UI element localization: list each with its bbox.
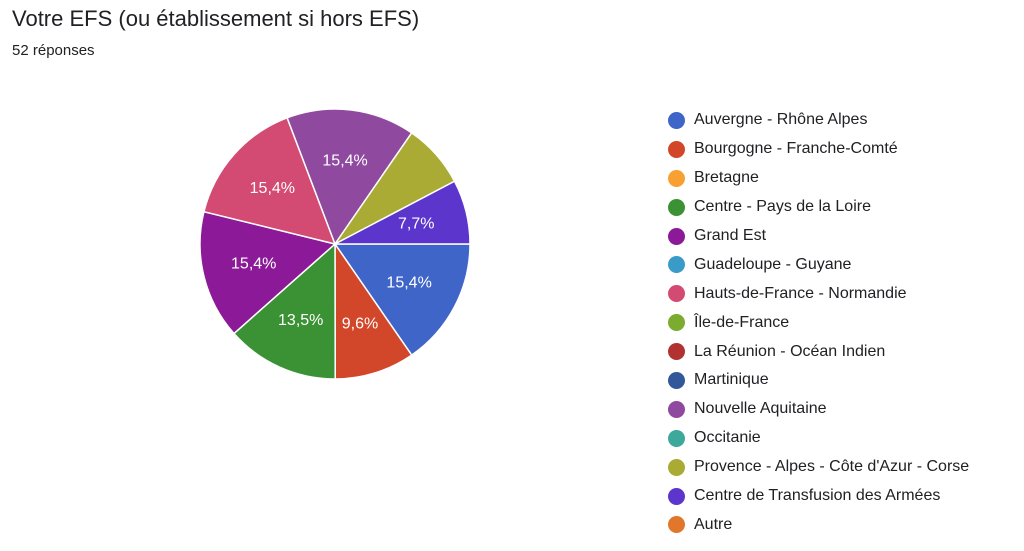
legend-label: Grand Est [694, 227, 767, 244]
pie-label-auvergne-rhone-alpes: 15,4% [386, 274, 431, 291]
legend-swatch [668, 169, 685, 187]
legend-label: Centre - Pays de la Loire [694, 198, 871, 216]
legend-label: Occitanie [694, 429, 761, 447]
legend-label: Guadeloupe - Guyane [694, 255, 852, 273]
pie-slice-nouvelle-aquitaine[interactable] [286, 108, 413, 246]
legend-swatch [668, 458, 685, 476]
legend-item-guadeloupe-guyane[interactable]: Guadeloupe - Guyane [668, 250, 1018, 279]
legend-label: Provence - Alpes - Côte d'Azur - Corse [694, 458, 970, 476]
legend-swatch [668, 429, 685, 447]
pie-slice-centre-pays-de-la-loire[interactable] [232, 242, 336, 380]
pie-label-bourgogne-franche-comte: 9,6% [342, 315, 378, 332]
legend-item-martinique[interactable]: Martinique [668, 366, 1018, 395]
legend-item-nouvelle-aquitaine[interactable]: Nouvelle Aquitaine [668, 395, 1018, 424]
legend-label: Hauts-de-France - Normandie [694, 284, 907, 302]
pie-slice-grand-est[interactable] [199, 210, 337, 335]
legend-label: Autre [694, 515, 733, 533]
legend-item-provence-alpes-cote-d-azur-corse[interactable]: Provence - Alpes - Côte d'Azur - Corse [668, 453, 1018, 482]
legend-swatch [668, 256, 685, 274]
legend-swatch [668, 371, 685, 389]
pie-label-centre-de-transfusion-des-armees: 7,7% [398, 215, 434, 232]
legend-label: Bourgogne - Franche-Comté [694, 140, 898, 158]
legend-swatch [668, 516, 685, 534]
legend-label: Bretagne [694, 169, 759, 187]
legend-label: Auvergne - Rhône Alpes [694, 111, 868, 129]
legend-label: Nouvelle Aquitaine [694, 400, 827, 418]
legend-swatch [668, 314, 685, 332]
legend-item-autre[interactable]: Autre [668, 510, 1018, 539]
legend-item-ile-de-france[interactable]: Île-de-France [668, 308, 1018, 337]
response-count: 52 réponses [12, 42, 95, 59]
pie-label-nouvelle-aquitaine: 15,4% [322, 152, 367, 169]
legend-swatch [668, 400, 685, 418]
legend-item-grand-est[interactable]: Grand Est [668, 222, 1018, 251]
legend-item-centre-pays-de-la-loire[interactable]: Centre - Pays de la Loire [668, 193, 1018, 222]
pie-slice-bourgogne-franche-comte[interactable] [334, 241, 413, 380]
legend-item-auvergne-rhone-alpes[interactable]: Auvergne - Rhône Alpes [668, 106, 1018, 135]
legend-label: La Réunion - Océan Indien [694, 342, 886, 360]
pie-label-grand-est: 15,4% [231, 256, 276, 273]
legend-swatch [668, 111, 685, 129]
chart-legend: Auvergne - Rhône Alpes Bourgogne - Franch… [668, 106, 1018, 539]
legend-label: Île-de-France [694, 313, 790, 331]
legend-swatch [668, 198, 685, 216]
legend-label: Centre de Transfusion des Armées [694, 487, 941, 505]
pie-label-centre-pays-de-la-loire: 13,5% [278, 312, 323, 329]
pie-slice-centre-de-transfusion-des-armees[interactable] [334, 180, 471, 245]
pie-label-hauts-de-france-normandie: 15,4% [250, 180, 295, 197]
legend-item-bretagne[interactable]: Bretagne [668, 164, 1018, 193]
legend-item-centre-de-transfusion-des-armees[interactable]: Centre de Transfusion des Armées [668, 482, 1018, 511]
legend-item-occitanie[interactable]: Occitanie [668, 424, 1018, 453]
legend-item-bourgogne-franche-comte[interactable]: Bourgogne - Franche-Comté [668, 135, 1018, 164]
pie-slice-auvergne-rhone-alpes[interactable] [333, 243, 471, 357]
pie-slice-hauts-de-france-normandie[interactable] [203, 116, 337, 246]
legend-item-hauts-de-france-normandie[interactable]: Hauts-de-France - Normandie [668, 279, 1018, 308]
legend-label: Martinique [694, 371, 769, 389]
legend-swatch [668, 140, 685, 158]
legend-item-la-reunion-ocean-indien[interactable]: La Réunion - Océan Indien [668, 337, 1018, 366]
legend-swatch [668, 227, 685, 245]
legend-swatch [668, 487, 685, 505]
chart-title: Votre EFS (ou établissement si hors EFS) [12, 6, 420, 31]
legend-swatch [668, 343, 685, 361]
legend-swatch [668, 285, 685, 303]
